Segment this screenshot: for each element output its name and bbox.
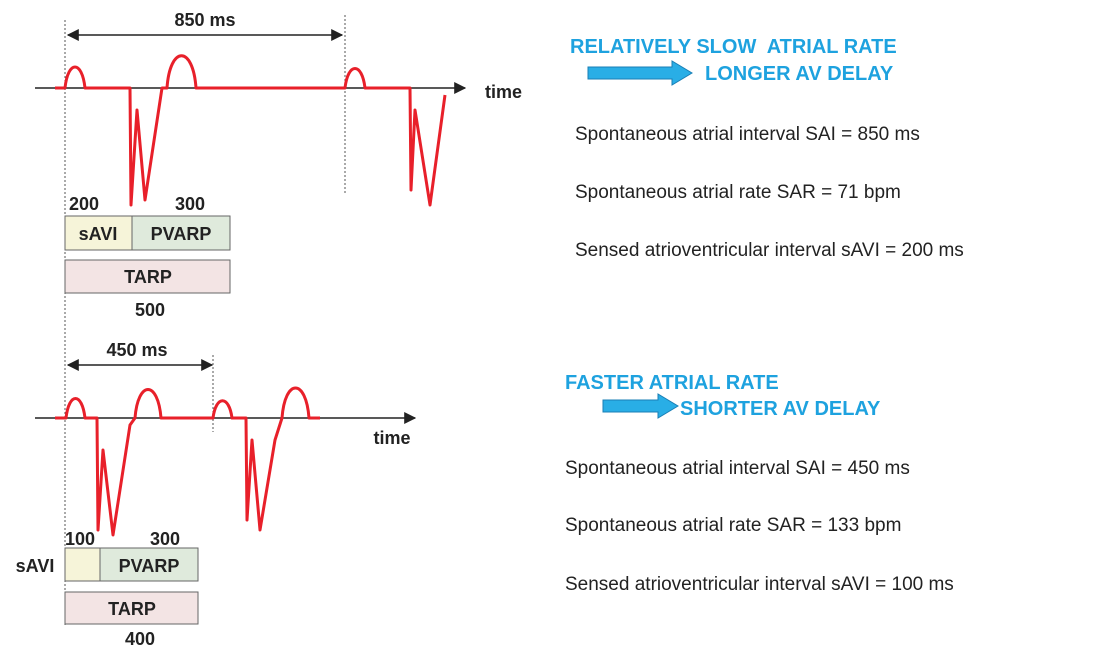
pvarp-box [131,215,231,251]
info-line: Spontaneous atrial rate SAR = 71 bpm [575,182,901,203]
pvarp-value: 300 [175,194,205,214]
tarp-value: 400 [125,629,155,649]
heading: SHORTER AV DELAY [680,398,881,420]
tarp-box [64,259,231,294]
time-label: time [485,82,522,102]
pvarp-box [99,547,199,582]
heading: FASTER ATRIAL RATE [565,372,779,394]
savi-value: 100 [65,529,95,549]
savi-label: sAVI [79,224,118,244]
savi-box [64,215,133,251]
blue-arrow [587,60,693,86]
tarp-label: TARP [124,267,172,287]
info-line: Spontaneous atrial rate SAR = 133 bpm [565,515,901,536]
ecg-waveform [55,54,447,207]
pvarp-value: 300 [150,529,180,549]
time-label: time [373,428,410,448]
pvarp-label: PVARP [151,224,212,244]
heading: LONGER AV DELAY [705,63,894,85]
info-line: Spontaneous atrial interval SAI = 450 ms [565,458,910,479]
ecg-waveform [55,386,320,537]
info-line: Spontaneous atrial interval SAI = 850 ms [575,124,920,145]
info-line: Sensed atrioventricular interval sAVI = … [565,574,954,595]
pvarp-label: PVARP [119,556,180,576]
tarp-box [64,591,199,625]
tarp-label: TARP [108,599,156,619]
tarp-value: 500 [135,300,165,320]
savi-box [64,547,101,582]
interval-label: 850 ms [174,10,235,30]
blue-arrow [602,393,679,419]
info-line: Sensed atrioventricular interval sAVI = … [575,240,964,261]
interval-label: 450 ms [106,340,167,360]
savi-value: 200 [69,194,99,214]
savi-label: sAVI [16,556,55,576]
heading: RELATIVELY SLOW ATRIAL RATE [570,36,897,58]
